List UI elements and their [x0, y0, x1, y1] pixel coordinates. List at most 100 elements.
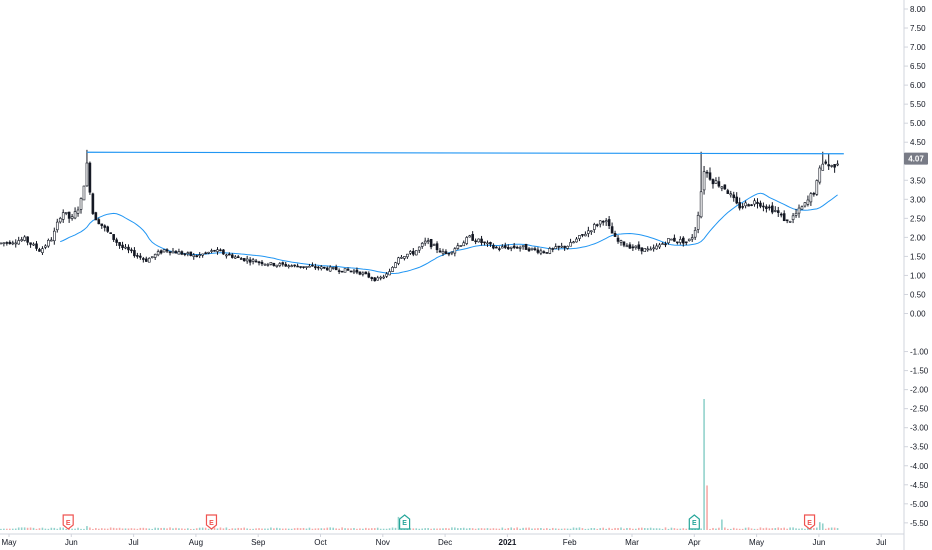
- candle-body: [560, 245, 563, 248]
- volume-bar: [765, 527, 768, 530]
- candle-body: [367, 273, 371, 278]
- earnings-marker[interactable]: E: [205, 514, 218, 530]
- earnings-marker[interactable]: E: [62, 514, 74, 530]
- price-tick-label: 0.00: [910, 310, 926, 319]
- candle: [385, 272, 388, 278]
- resistance-trendline[interactable]: [86, 151, 844, 155]
- earnings-badge-label: E: [402, 520, 407, 527]
- earnings-marker[interactable]: E: [688, 514, 700, 530]
- volume-bar: [219, 527, 222, 530]
- candle: [159, 249, 163, 255]
- volume-bar: [258, 528, 260, 530]
- candle: [750, 204, 753, 207]
- candle: [420, 241, 424, 249]
- earnings-marker[interactable]: E: [399, 514, 411, 530]
- candle-body: [337, 270, 341, 272]
- candle: [278, 262, 282, 268]
- candle-body: [708, 172, 712, 180]
- volume-bar: [189, 528, 192, 530]
- candle: [687, 238, 691, 242]
- candle-body: [524, 243, 528, 250]
- candle-body: [527, 248, 531, 252]
- volume-bar: [504, 528, 507, 530]
- price-axis[interactable]: 8.007.507.006.506.005.505.004.504.003.50…: [904, 5, 929, 528]
- volume-bar: [557, 528, 560, 530]
- volume-bar: [762, 528, 765, 530]
- volume-bar: [234, 528, 237, 530]
- candle: [325, 266, 329, 271]
- candle-body: [492, 245, 495, 249]
- volume-bar: [172, 528, 174, 530]
- candle: [361, 271, 365, 277]
- candle-body: [287, 265, 290, 267]
- candle-body: [263, 263, 267, 266]
- candle-body: [260, 261, 264, 265]
- candle-body: [720, 186, 724, 189]
- volume-bar: [47, 528, 50, 530]
- candle: [290, 264, 293, 268]
- candle: [222, 249, 225, 255]
- volume-bar: [738, 528, 741, 530]
- volume-bar: [276, 527, 278, 530]
- candle-body: [684, 241, 688, 244]
- earnings-marker[interactable]: E: [803, 514, 816, 530]
- volume-bar: [756, 528, 759, 530]
- candle: [2, 242, 6, 247]
- candle-body: [281, 262, 285, 265]
- volume-bar: [448, 528, 450, 530]
- candle-body: [536, 249, 540, 253]
- volume-bar: [605, 528, 607, 530]
- candle: [616, 235, 620, 244]
- volume-bar: [225, 527, 228, 530]
- volume-bar: [379, 528, 382, 530]
- volume-bar: [486, 528, 489, 530]
- candle-body: [379, 276, 382, 279]
- candle: [465, 236, 469, 246]
- resistance-line-group[interactable]: [86, 151, 844, 155]
- volume-bar: [326, 527, 329, 530]
- candle: [406, 253, 409, 259]
- candle-body: [231, 254, 234, 258]
- volume-bar: [646, 528, 649, 530]
- candle: [156, 249, 160, 257]
- candle-body: [41, 248, 44, 253]
- candle: [836, 160, 839, 167]
- candle-body: [115, 239, 118, 243]
- candle: [210, 248, 213, 254]
- candle: [263, 263, 267, 267]
- candle: [228, 252, 231, 256]
- candle: [397, 256, 400, 266]
- candle: [293, 264, 296, 268]
- candle-body: [420, 243, 424, 247]
- volume-bar: [382, 528, 385, 530]
- candle-body: [233, 256, 237, 259]
- candle-body: [450, 251, 454, 254]
- candle-body: [400, 257, 403, 259]
- volume-bar: [145, 528, 148, 530]
- candle-body: [557, 245, 560, 248]
- candle-body: [619, 240, 623, 243]
- price-tick-label: 2.50: [910, 214, 926, 223]
- volume-bar: [308, 527, 311, 530]
- candle: [459, 245, 463, 247]
- candle: [370, 276, 374, 282]
- candle: [127, 244, 130, 254]
- candle-body: [50, 239, 53, 242]
- volume-bar: [169, 527, 171, 530]
- candle: [679, 236, 682, 245]
- volume-bar: [198, 527, 201, 530]
- candle-body: [503, 245, 507, 248]
- volume-bar: [74, 528, 76, 530]
- candle-body: [47, 239, 50, 247]
- time-axis[interactable]: May Jun Jul Aug Sep Oct Nov Dec 2021 Feb Mar Apr May…: [1, 534, 887, 547]
- candle: [498, 246, 501, 252]
- volume-bar: [370, 528, 373, 530]
- volume-bar: [780, 528, 783, 530]
- candle: [139, 253, 142, 260]
- volume-bar: [350, 528, 352, 530]
- candle: [162, 249, 166, 253]
- candle: [165, 248, 169, 253]
- volume-bar: [284, 528, 287, 530]
- volume-bar: [115, 528, 118, 530]
